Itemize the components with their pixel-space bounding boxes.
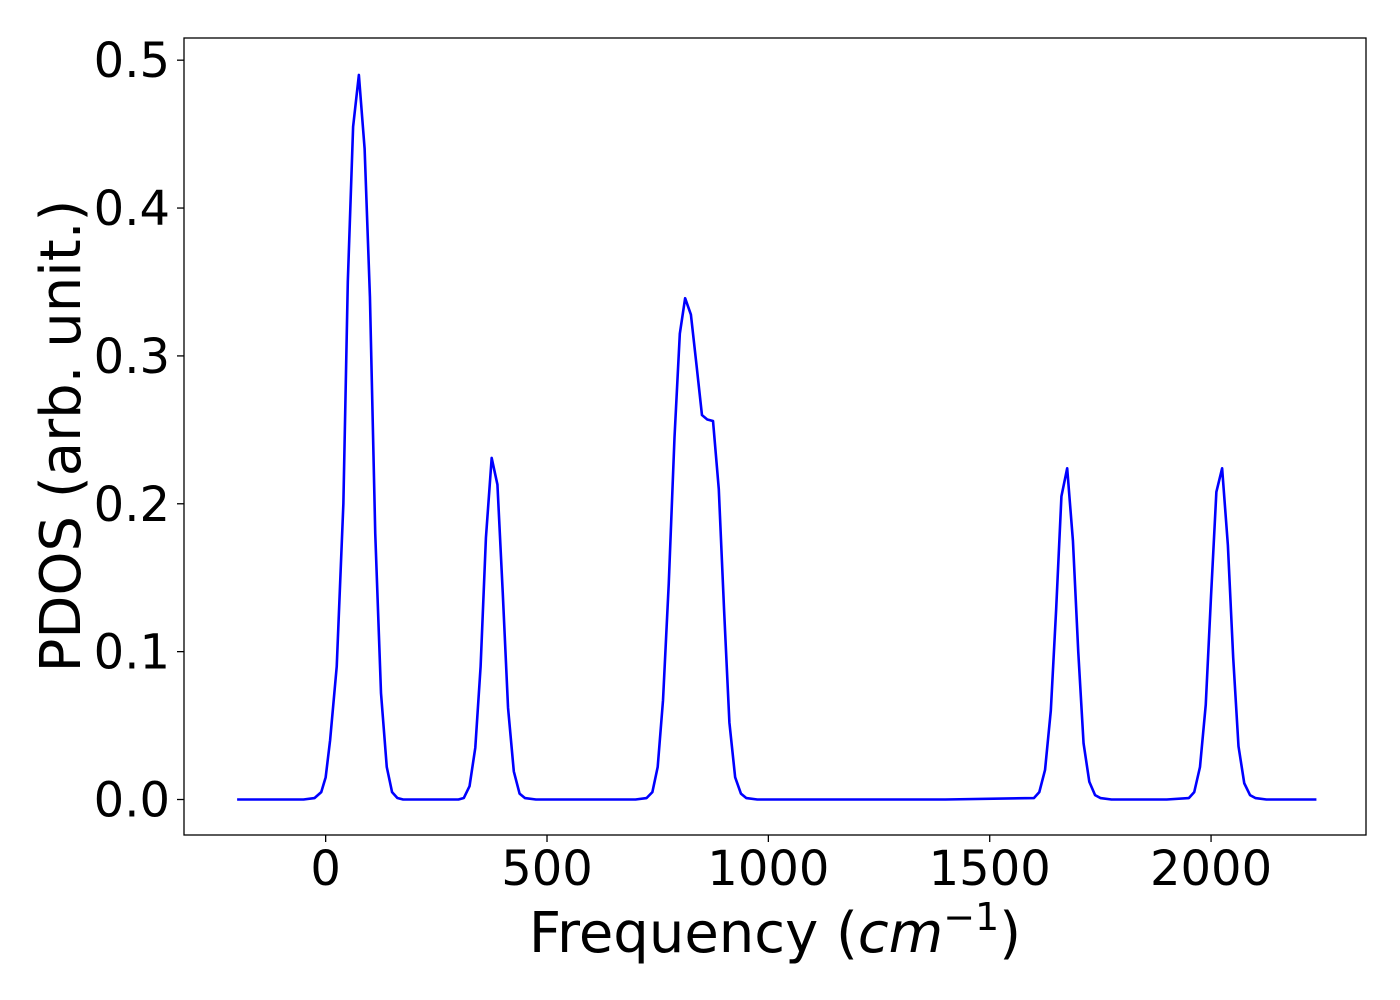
y-tick-label: 0.4 bbox=[94, 181, 170, 237]
x-tick-label: 2000 bbox=[1150, 841, 1272, 897]
y-tick-label: 0.1 bbox=[94, 625, 170, 681]
x-axis-ticks: 0 500 1000 1500 2000 bbox=[310, 835, 1272, 897]
y-tick-label: 0.0 bbox=[94, 773, 170, 829]
x-tick-label: 500 bbox=[501, 841, 593, 897]
y-tick-label: 0.2 bbox=[94, 477, 170, 533]
y-tick-label: 0.3 bbox=[94, 329, 170, 385]
x-tick-label: 0 bbox=[310, 841, 341, 897]
series-line bbox=[237, 73, 1317, 801]
y-axis-label: PDOS (arb. unit.) bbox=[29, 200, 94, 673]
plot-area bbox=[237, 73, 1317, 801]
x-tick-label: 1000 bbox=[707, 841, 829, 897]
x-tick-label: 1500 bbox=[929, 841, 1051, 897]
y-axis-ticks: 0.0 0.1 0.2 0.3 0.4 0.5 bbox=[94, 33, 184, 829]
y-tick-label: 0.5 bbox=[94, 33, 170, 89]
x-axis-label: Frequency (cm−1) bbox=[529, 895, 1021, 966]
axes-frame bbox=[183, 37, 1367, 836]
